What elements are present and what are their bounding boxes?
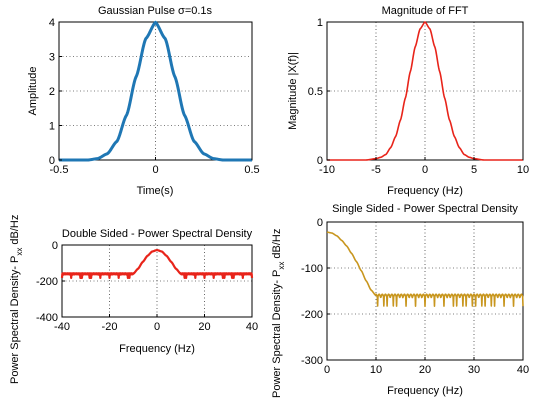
x-axis-label: Frequency (Hz) — [387, 185, 463, 197]
y-tick-label: 1 — [317, 17, 323, 29]
x-tick-label: 0 — [152, 164, 158, 176]
series-line — [60, 248, 254, 280]
y-tick-label: 0 — [317, 155, 323, 167]
x-tick-label: 30 — [468, 364, 480, 376]
y-tick-label: 4 — [49, 17, 55, 29]
y-tick-label: 0.5 — [308, 86, 323, 98]
x-axis-label: Frequency (Hz) — [387, 385, 463, 397]
x-tick-label: 5 — [471, 164, 477, 176]
y-tick-label: -200 — [36, 276, 58, 288]
x-tick-label: -40 — [54, 321, 70, 333]
x-axis-label: Time(s) — [137, 185, 174, 197]
x-tick-label: 20 — [419, 364, 431, 376]
y-tick-label: -300 — [301, 355, 323, 367]
fft-magnitude-chart: -10 -5 0 5 10 0 0.5 1 Magnitude of FFT Frequenc… — [287, 5, 529, 197]
y-axis-label-main: Power Spectral Density- P — [9, 256, 21, 384]
y-axis-label-unit: dB/Hz — [271, 229, 283, 259]
x-tick-label: -0.5 — [50, 164, 69, 176]
y-axis-label: Power Spectral Density- Pxx dB/Hz — [9, 215, 24, 384]
x-tick-label: 20 — [198, 321, 210, 333]
single-sided-psd-chart: 0 10 20 30 40 -300 -200 -100 0 Single Sided - Po… — [271, 203, 529, 398]
chart-title: Double Sided - Power Spectral Density — [62, 228, 253, 240]
y-axis-label: Amplitude — [27, 67, 39, 116]
y-axis-label-sub: xx — [277, 262, 286, 270]
y-tick-label: -400 — [36, 312, 58, 324]
series-line — [57, 20, 254, 162]
x-tick-label: -5 — [371, 164, 381, 176]
chart-title: Gaussian Pulse σ=0.1s — [98, 5, 213, 17]
x-tick-label: 10 — [517, 164, 529, 176]
y-tick-label: 0 — [49, 155, 55, 167]
y-tick-label: 3 — [49, 52, 55, 64]
x-tick-label: 0.5 — [244, 164, 259, 176]
y-axis-label-unit: dB/Hz — [9, 215, 21, 245]
series-line — [326, 231, 524, 307]
y-tick-label: 0 — [317, 217, 323, 229]
y-tick-label: -200 — [301, 309, 323, 321]
y-axis-label-main: Power Spectral Density- P — [271, 270, 283, 398]
x-tick-label: 0 — [324, 364, 330, 376]
x-tick-label: 0 — [154, 321, 160, 333]
x-tick-label: -20 — [102, 321, 118, 333]
x-tick-label: 40 — [517, 364, 529, 376]
series-line — [326, 21, 524, 161]
x-tick-label: 10 — [370, 364, 382, 376]
chart-title: Single Sided - Power Spectral Density — [332, 203, 518, 215]
y-tick-label: 0 — [52, 240, 58, 252]
chart-title: Magnitude of FFT — [382, 5, 469, 17]
y-tick-label: -100 — [301, 263, 323, 275]
y-axis-label: Magnitude |X(f)| — [287, 52, 299, 130]
y-axis-label: Power Spectral Density- Pxx dB/Hz — [271, 229, 286, 398]
x-tick-label: -10 — [319, 164, 335, 176]
x-tick-label: 40 — [246, 321, 258, 333]
y-tick-label: 2 — [49, 86, 55, 98]
y-axis-label-sub: xx — [15, 248, 24, 256]
x-axis-label: Frequency (Hz) — [119, 343, 195, 355]
x-tick-label: 0 — [422, 164, 428, 176]
y-tick-label: 1 — [49, 121, 55, 133]
axes-frame — [326, 221, 524, 361]
